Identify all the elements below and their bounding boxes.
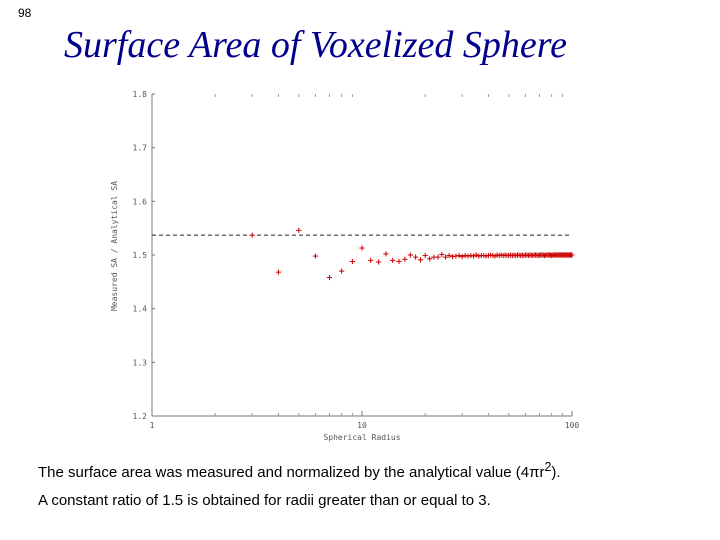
data-point: [349, 258, 355, 265]
data-point: [396, 258, 402, 265]
slide-title: Surface Area of Voxelized Sphere: [64, 24, 568, 66]
data-point: [312, 253, 319, 259]
data-point: [326, 274, 333, 281]
data-point: [485, 252, 492, 259]
slide-number: 98: [18, 6, 32, 20]
x-tick-label: 10: [357, 421, 367, 430]
caption-line-2: A constant ratio of 1.5 is obtained for …: [38, 492, 491, 509]
data-point: [422, 252, 428, 259]
y-tick-label: 1.7: [133, 144, 148, 153]
y-axis-label: Measured SA / Analytical SA: [110, 181, 119, 311]
data-point: [449, 254, 456, 260]
data-point: [439, 251, 445, 258]
data-point: [476, 253, 482, 259]
data-point: [413, 254, 419, 260]
x-tick-label: 100: [565, 421, 580, 430]
data-point: [471, 253, 477, 259]
x-axis-label: Spherical Radius: [323, 433, 400, 442]
data-point: [481, 252, 487, 259]
data-point: [249, 232, 255, 238]
data-points: [249, 227, 575, 281]
y-tick-label: 1.4: [133, 305, 148, 314]
data-point: [483, 253, 489, 259]
data-point: [569, 252, 575, 258]
data-point: [473, 252, 479, 258]
data-point: [465, 253, 471, 259]
data-point: [296, 227, 302, 233]
data-point: [462, 252, 468, 259]
data-point: [459, 254, 465, 260]
data-point: [376, 259, 382, 265]
y-tick-label: 1.3: [133, 358, 148, 367]
data-point: [383, 251, 389, 257]
data-point: [368, 257, 374, 263]
data-point: [417, 257, 424, 263]
data-point: [468, 252, 474, 259]
data-point: [446, 252, 452, 259]
data-point: [435, 254, 441, 260]
data-point: [549, 252, 555, 259]
data-point: [541, 252, 548, 259]
y-tick-label: 1.2: [133, 412, 148, 421]
data-point: [453, 253, 459, 259]
caption-line-1-suffix: ).: [551, 464, 561, 481]
caption-line-1: The surface area was measured and normal…: [38, 460, 561, 481]
caption-line-1-text: The surface area was measured and normal…: [38, 464, 530, 481]
radius-symbol: r: [539, 464, 545, 481]
data-point: [427, 256, 433, 262]
exponent: 2: [544, 460, 552, 474]
surface-area-chart: 1.2 1.3 1.4 1.5 1.6 1.7 1.8 1 10 100 Spherical Ra…: [110, 90, 580, 442]
x-tick-label: 1: [150, 421, 155, 430]
data-point: [456, 252, 462, 259]
chart-axes: 1.2 1.3 1.4 1.5 1.6 1.7 1.8 1 10 100: [133, 90, 580, 430]
y-tick-label: 1.6: [133, 197, 148, 206]
data-point: [390, 257, 396, 263]
data-point: [339, 268, 345, 274]
y-tick-label: 1.8: [133, 90, 148, 99]
data-point: [442, 254, 449, 260]
data-point: [402, 256, 408, 262]
y-tick-label: 1.5: [133, 251, 148, 260]
data-point: [359, 245, 365, 251]
pi-symbol: π: [529, 464, 540, 481]
data-point: [407, 252, 413, 258]
data-point: [275, 269, 282, 275]
